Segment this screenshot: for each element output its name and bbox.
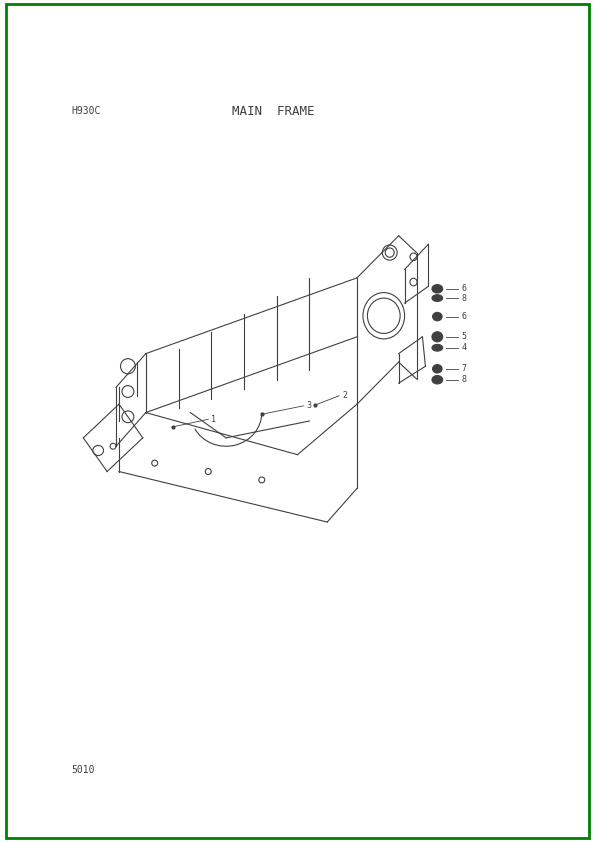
Text: 7: 7 bbox=[461, 365, 466, 373]
Text: 8: 8 bbox=[461, 294, 466, 302]
Ellipse shape bbox=[432, 295, 443, 301]
Text: 5010: 5010 bbox=[71, 765, 95, 775]
Text: 3: 3 bbox=[306, 402, 311, 410]
Ellipse shape bbox=[432, 344, 443, 351]
Text: 1: 1 bbox=[211, 415, 216, 424]
Ellipse shape bbox=[432, 376, 443, 384]
Text: 4: 4 bbox=[461, 344, 466, 352]
Text: 6: 6 bbox=[461, 285, 466, 293]
Text: H930C: H930C bbox=[71, 106, 101, 116]
Ellipse shape bbox=[433, 365, 442, 373]
Text: 6: 6 bbox=[461, 312, 466, 321]
Text: 8: 8 bbox=[461, 376, 466, 384]
Ellipse shape bbox=[433, 312, 442, 321]
Ellipse shape bbox=[432, 332, 443, 342]
Text: 5: 5 bbox=[461, 333, 466, 341]
Text: MAIN  FRAME: MAIN FRAME bbox=[233, 104, 315, 118]
Text: 2: 2 bbox=[342, 392, 347, 400]
Ellipse shape bbox=[432, 285, 443, 293]
